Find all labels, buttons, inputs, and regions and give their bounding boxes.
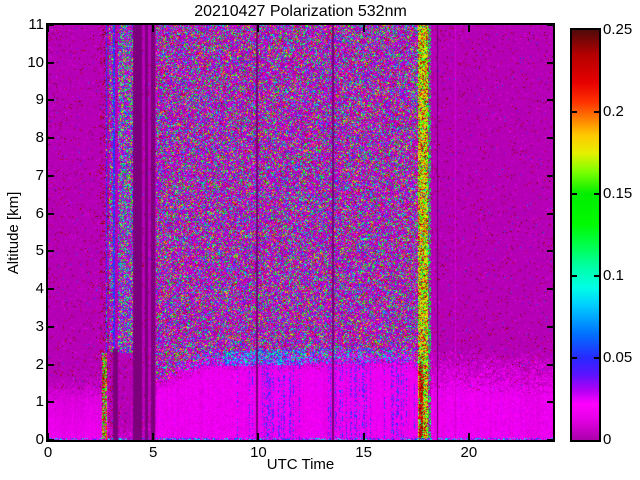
colorbar-tick-label: 0 bbox=[603, 431, 612, 448]
colorbar bbox=[570, 28, 601, 442]
chart-title: 20210427 Polarization 532nm bbox=[194, 3, 407, 20]
colorbar-tick-label: 0.25 bbox=[603, 21, 633, 38]
y-tick-label: 8 bbox=[35, 129, 44, 147]
y-tick-label: 1 bbox=[35, 393, 44, 411]
y-tick-label: 0 bbox=[35, 431, 44, 448]
colorbar-tick-label: 0.05 bbox=[603, 349, 633, 366]
x-tick-label: 20 bbox=[460, 444, 478, 461]
heatmap-canvas bbox=[48, 25, 553, 440]
y-axis-label: Altitude [km] bbox=[5, 191, 22, 275]
x-tick-label: 0 bbox=[43, 444, 53, 461]
y-tick-label: 4 bbox=[35, 280, 44, 298]
y-tick-label: 2 bbox=[35, 355, 44, 373]
x-tick-label: 10 bbox=[250, 444, 267, 461]
colorbar-tick-label: 0.1 bbox=[603, 267, 624, 284]
x-tick-label: 5 bbox=[149, 444, 158, 461]
y-tick-label: 10 bbox=[27, 53, 44, 71]
x-axis-label: UTC Time bbox=[266, 456, 335, 473]
plot-area bbox=[46, 23, 555, 442]
y-tick-label: 11 bbox=[28, 16, 44, 33]
y-tick-label: 5 bbox=[35, 242, 44, 260]
y-tick-label: 6 bbox=[35, 204, 44, 222]
y-tick-label: 3 bbox=[35, 317, 44, 335]
colorbar-tick-label: 0.15 bbox=[603, 185, 633, 202]
colorbar-gradient bbox=[572, 30, 599, 440]
x-tick-label: 15 bbox=[355, 444, 372, 461]
y-tick-label: 9 bbox=[35, 91, 44, 109]
y-tick-label: 7 bbox=[35, 166, 44, 184]
colorbar-tick-label: 0.2 bbox=[603, 103, 624, 120]
